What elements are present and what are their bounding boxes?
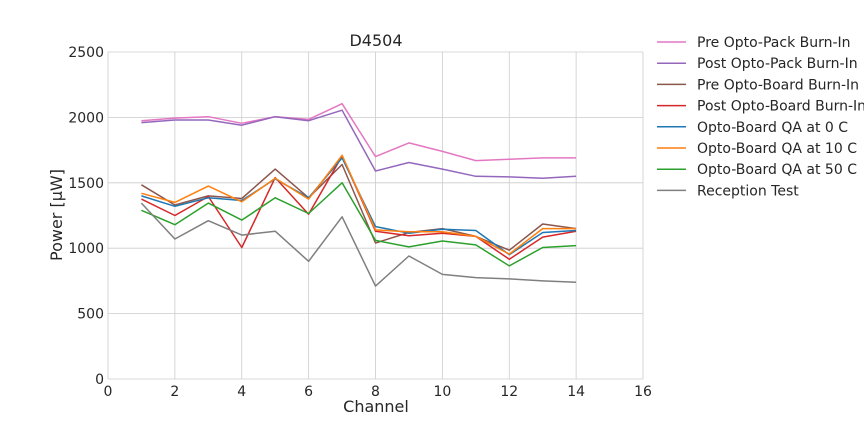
legend-label: Opto-Board QA at 10 C: [697, 141, 857, 157]
legend-label: Post Opto-Pack Burn-In: [697, 56, 858, 72]
x-tick-label: 2: [170, 384, 179, 400]
series-line-8: [140, 202, 577, 287]
series-lines: [140, 102, 577, 287]
legend-label: Opto-Board QA at 0 C: [697, 120, 848, 136]
x-tick-label: 10: [433, 384, 451, 400]
series-line-1: [141, 102, 577, 162]
y-tick-label: 1000: [68, 241, 104, 257]
chart-title: D4504: [349, 31, 402, 50]
x-tick-label: 16: [634, 384, 652, 400]
x-tick-label: 0: [104, 384, 113, 400]
x-tick-label: 4: [237, 384, 246, 400]
x-tick-label: 12: [500, 384, 518, 400]
x-axis-label: Channel: [343, 397, 409, 416]
y-tick-labels: 0 500 1000 1500 2000 2500: [68, 45, 104, 388]
series-line-5: [141, 157, 577, 256]
legend-label: Post Opto-Board Burn-In: [697, 99, 864, 115]
x-tick-labels: 0 2 4 6 8 10 12 14 16: [104, 384, 652, 400]
series-line-4: [141, 155, 577, 261]
legend-label: Pre Opto-Pack Burn-In: [697, 35, 851, 51]
y-tick-label: 0: [95, 372, 104, 388]
series-line-7: [141, 182, 577, 267]
series-line-3: [141, 163, 577, 251]
series-line-2: [141, 109, 577, 179]
grid: [107, 51, 644, 380]
y-tick-label: 1500: [68, 176, 104, 192]
legend-label: Opto-Board QA at 50 C: [697, 162, 857, 178]
y-tick-label: 500: [77, 307, 104, 323]
x-tick-label: 8: [371, 384, 380, 400]
x-tick-label: 14: [567, 384, 585, 400]
x-tick-label: 6: [304, 384, 313, 400]
y-tick-label: 2500: [68, 45, 104, 61]
legend-label: Pre Opto-Board Burn-In: [697, 77, 859, 93]
legend: Pre Opto-Pack Burn-In Post Opto-Pack Burn…: [657, 35, 864, 199]
series-line-6: [141, 154, 577, 255]
y-tick-label: 2000: [68, 110, 104, 126]
legend-label: Reception Test: [697, 183, 799, 199]
y-axis-label: Power [μW]: [47, 169, 66, 261]
